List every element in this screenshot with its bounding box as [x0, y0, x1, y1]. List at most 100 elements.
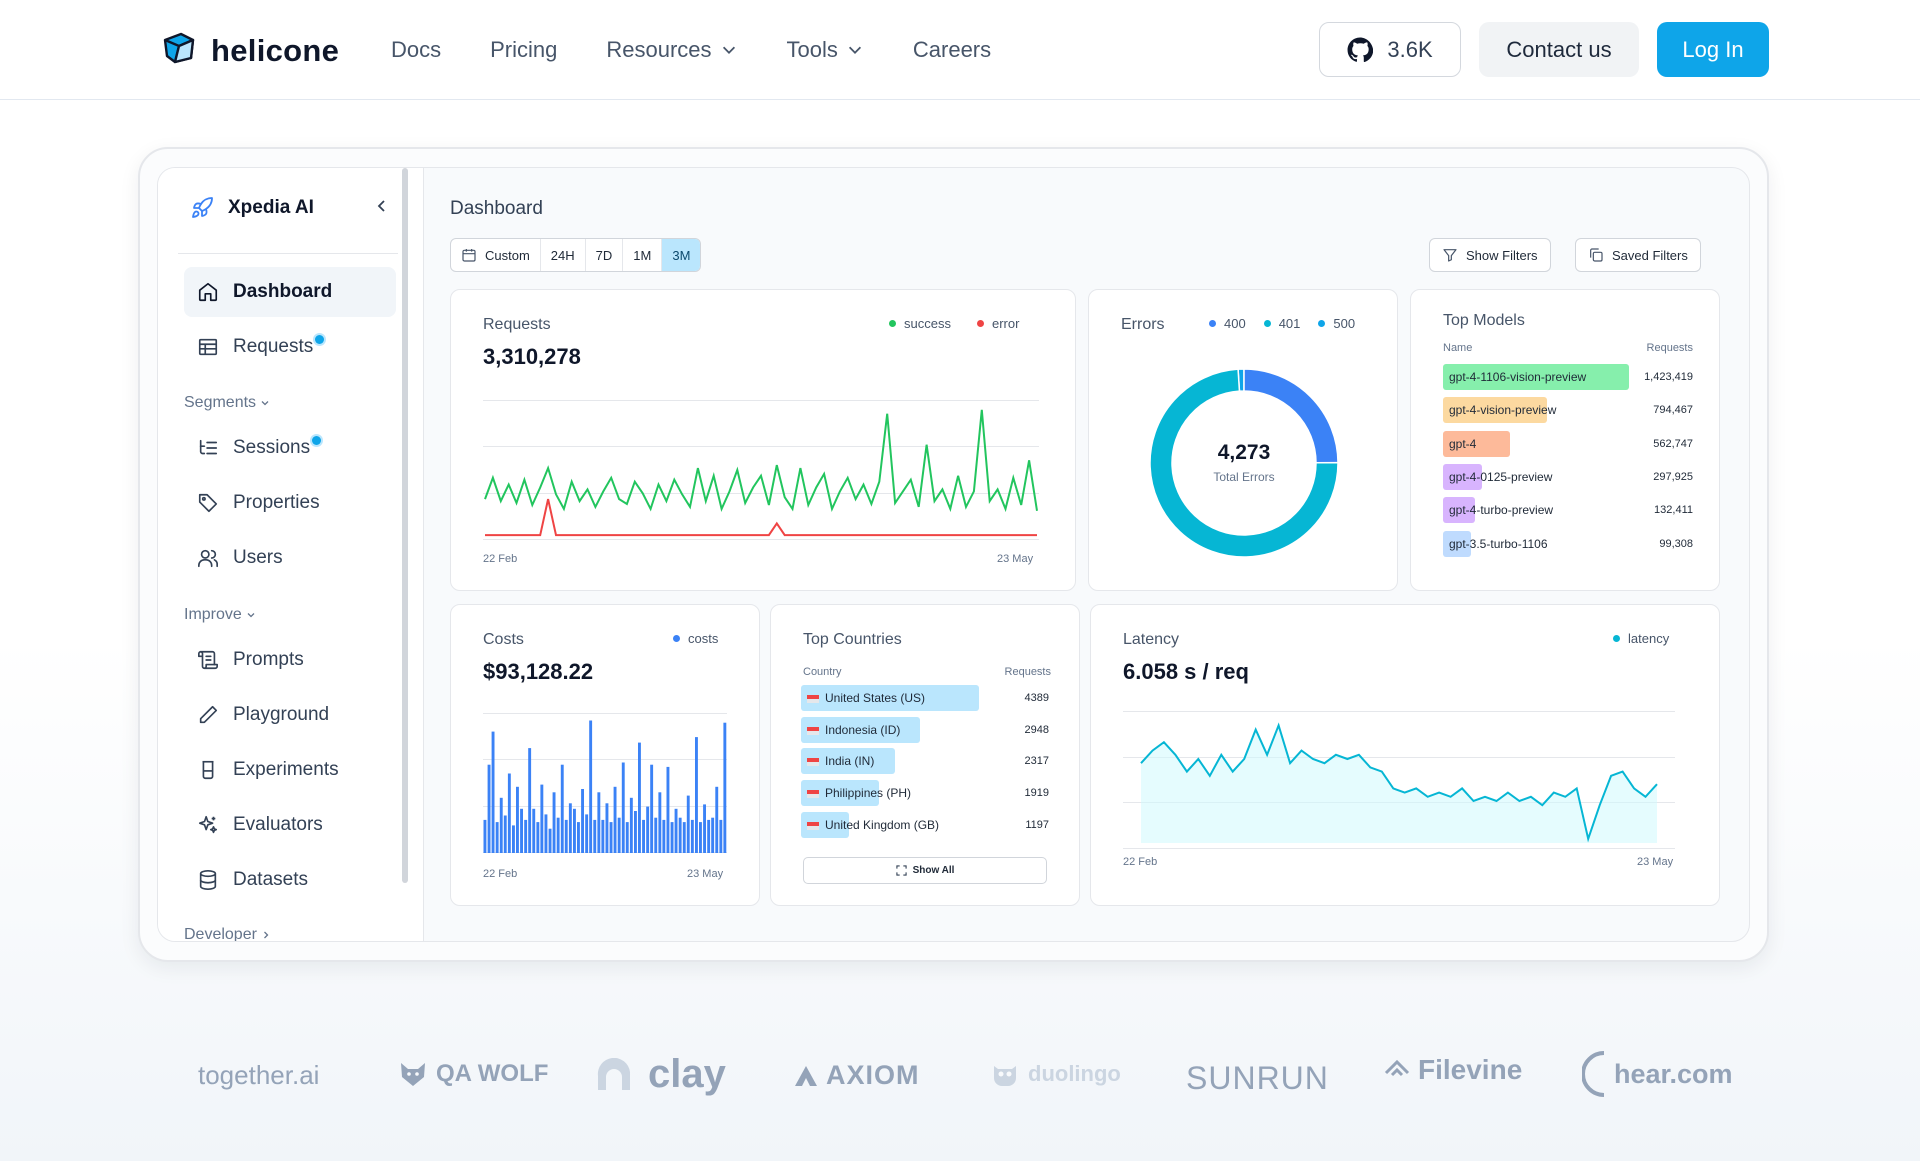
sidebar-item-users[interactable]: Users [184, 533, 396, 583]
cost-bar [556, 817, 560, 853]
range-1m[interactable]: 1M [623, 239, 663, 271]
model-row[interactable]: gpt-4-turbo-preview 132,411 [1443, 497, 1693, 524]
nav-link-docs[interactable]: Docs [391, 37, 441, 63]
show-all-button[interactable]: Show All [803, 857, 1047, 884]
cost-bar [593, 819, 597, 853]
org-switcher[interactable]: Xpedia AI [190, 196, 314, 220]
nav-link-label: Careers [912, 37, 992, 62]
model-row[interactable]: gpt-4 562,747 [1443, 430, 1693, 457]
cost-bar [499, 797, 503, 853]
sidebar-item-prompts[interactable]: Prompts [184, 635, 396, 685]
cost-bar [524, 819, 528, 853]
legend-success: success [889, 316, 951, 331]
country-requests: 2948 [1024, 723, 1049, 736]
cost-bar [573, 808, 576, 853]
nav-link-resources[interactable]: Resources [606, 37, 737, 63]
cost-bar [487, 764, 491, 853]
login-button[interactable]: Log In [1657, 22, 1769, 77]
section-segments[interactable]: Segments [184, 394, 271, 412]
legend-label: 401 [1278, 316, 1301, 331]
logo-sunrun: SUNRUN [1186, 1060, 1329, 1097]
sidebar-item-sessions[interactable]: Sessions [184, 423, 396, 473]
section-developer[interactable]: Developer [184, 926, 272, 941]
collapse-sidebar-icon[interactable] [374, 198, 390, 219]
sidebar-divider [178, 253, 398, 254]
nav-link-label: Pricing [490, 37, 558, 62]
sidebar-item-evaluators[interactable]: Evaluators [184, 800, 396, 850]
sidebar-item-label: Playground [233, 704, 330, 725]
donut-slice-401 [1149, 368, 1339, 558]
legend-swatch [1318, 320, 1326, 327]
model-name: gpt-4 [1449, 436, 1477, 451]
github-stars-button[interactable]: 3.6K [1319, 22, 1461, 77]
model-row[interactable]: gpt-4-0125-preview 297,925 [1443, 463, 1693, 490]
range-custom[interactable]: Custom [451, 239, 541, 271]
legend-label: success [904, 316, 951, 331]
country-row[interactable]: United Kingdom (GB) 1197 [801, 811, 1051, 838]
x-axis-end: 23 May [687, 868, 724, 880]
cost-bar [617, 817, 621, 853]
country-row[interactable]: United States (US) 4389 [801, 685, 1051, 711]
country-row[interactable]: India (IN) 2317 [801, 748, 1051, 775]
rocket-icon [192, 197, 213, 218]
latency-card: Latency 6.058 s / req latency 22 Feb 23 … [1090, 604, 1720, 906]
sidebar: Xpedia AI Dashboard Requests Segments Se… [158, 168, 424, 941]
new-badge [315, 334, 325, 344]
sidebar-item-dashboard[interactable]: Dashboard [184, 267, 396, 317]
range-24h[interactable]: 24H [541, 239, 586, 271]
model-row[interactable]: gpt-4-1106-vision-preview 1,423,419 [1443, 364, 1693, 390]
range-7d[interactable]: 7D [586, 239, 624, 271]
country-row[interactable]: Philippines (PH) 1919 [801, 780, 1051, 807]
sidebar-item-datasets[interactable]: Datasets [184, 855, 396, 905]
x-axis-start: 22 Feb [483, 553, 518, 565]
errors-donut-chart [1149, 368, 1339, 558]
cost-bar [548, 828, 552, 853]
sidebar-item-label: Dashboard [233, 281, 333, 302]
country-requests: 1919 [1024, 787, 1049, 800]
sidebar-scrollbar[interactable] [402, 168, 408, 883]
top-countries-card: Top Countries Country Requests United St… [770, 604, 1080, 906]
brand[interactable]: helicone [161, 30, 339, 71]
range-3m[interactable]: 3M [662, 239, 701, 271]
cost-bar [670, 822, 674, 853]
cost-bar [650, 764, 654, 853]
model-requests: 1,423,419 [1644, 371, 1693, 383]
cost-bar [658, 792, 662, 853]
sidebar-item-experiments[interactable]: Experiments [184, 745, 396, 795]
top-navigation: helicone Docs Pricing Resources Tools Ca… [0, 0, 1920, 100]
saved-filters-button[interactable]: Saved Filters [1575, 238, 1701, 272]
section-improve[interactable]: Improve [184, 606, 257, 624]
pencil-icon [199, 705, 218, 724]
github-icon [1347, 37, 1374, 62]
copy-icon [1590, 248, 1603, 262]
logo-hear-com: hear.com [1582, 1050, 1733, 1098]
nav-link-pricing[interactable]: Pricing [490, 37, 557, 63]
cost-bar [589, 720, 593, 853]
country-requests: 2317 [1024, 755, 1049, 768]
sparkles-icon [198, 815, 218, 834]
dashboard-main: Dashboard Custom 24H 7D 1M 3M Show Filte… [424, 168, 1749, 941]
sidebar-item-properties[interactable]: Properties [184, 478, 396, 528]
org-name: Xpedia AI [228, 197, 314, 218]
model-share-bar [1443, 430, 1510, 457]
chevron-down-icon [722, 46, 735, 54]
show-filters-button[interactable]: Show Filters [1429, 238, 1551, 272]
customer-logos: together.ai QA WOLF clay AXIOM duolingo … [0, 1050, 1920, 1120]
section-label: Improve [184, 606, 242, 623]
model-requests: 99,308 [1659, 537, 1693, 550]
country-name: India (IN) [807, 754, 874, 768]
sidebar-item-requests[interactable]: Requests [184, 322, 396, 372]
sidebar-item-playground[interactable]: Playground [184, 690, 396, 740]
contact-us-button[interactable]: Contact us [1479, 22, 1639, 77]
nav-link-tools[interactable]: Tools [787, 37, 864, 63]
model-row[interactable]: gpt-4-vision-preview 794,467 [1443, 397, 1693, 424]
model-row[interactable]: gpt-3.5-turbo-1106 99,308 [1443, 530, 1693, 557]
country-row[interactable]: Indonesia (ID) 2948 [801, 716, 1051, 743]
flag-icon [807, 726, 819, 735]
nav-link-careers[interactable]: Careers [913, 37, 991, 63]
model-requests: 794,467 [1653, 404, 1693, 417]
cost-bar [507, 773, 511, 853]
series-line-error [485, 498, 1037, 537]
database-icon [199, 870, 217, 890]
cost-bar [674, 808, 678, 853]
